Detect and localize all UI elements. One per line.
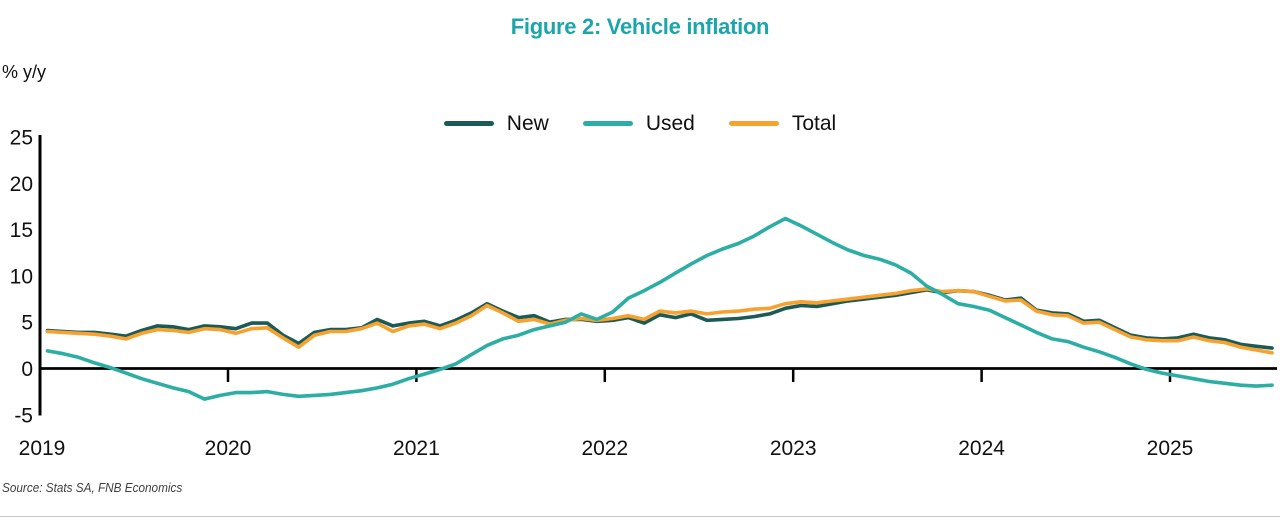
x-tick-label-2020: 2020 (205, 437, 252, 460)
y-tick-label: -5 (14, 404, 33, 427)
y-tick-label: 15 (10, 219, 33, 242)
x-tick-label-2022: 2022 (581, 437, 628, 460)
new-line-swatch-icon (443, 120, 494, 126)
legend-label-used: Used (645, 111, 695, 135)
y-tick-label: 5 (21, 312, 33, 335)
total-line-swatch-icon (728, 120, 779, 126)
legend-label-total: Total (791, 111, 837, 135)
new-series-line (45, 288, 1274, 350)
x-tick-label-2025: 2025 (1147, 437, 1194, 460)
total-series-line (45, 287, 1274, 355)
used-line-swatch-icon (582, 120, 633, 126)
x-tick-label-2021: 2021 (393, 437, 440, 460)
legend-item-total: Total (728, 111, 837, 135)
x-tick-label-2019: 2019 (19, 437, 66, 460)
y-tick-label: 0 (21, 358, 33, 381)
chart-title: Figure 2: Vehicle inflation (510, 14, 770, 39)
legend-item-used: Used (582, 111, 695, 135)
y-tick-label: 10 (10, 265, 33, 288)
y-tick-label: 20 (10, 173, 33, 196)
y-tick-label: 25 (10, 127, 33, 150)
source-note: Source: Stats SA, FNB Economics (2, 481, 183, 495)
bottom-divider (0, 516, 1280, 517)
used-series-line (45, 216, 1274, 401)
x-tick-label-2024: 2024 (958, 437, 1005, 460)
chart-legend: New Used Total (0, 110, 1280, 136)
legend-label-new: New (506, 111, 549, 135)
x-tick-label-2023: 2023 (770, 437, 817, 460)
y-axis-unit-label: % y/y (2, 62, 47, 82)
legend-item-new: New (443, 111, 549, 135)
